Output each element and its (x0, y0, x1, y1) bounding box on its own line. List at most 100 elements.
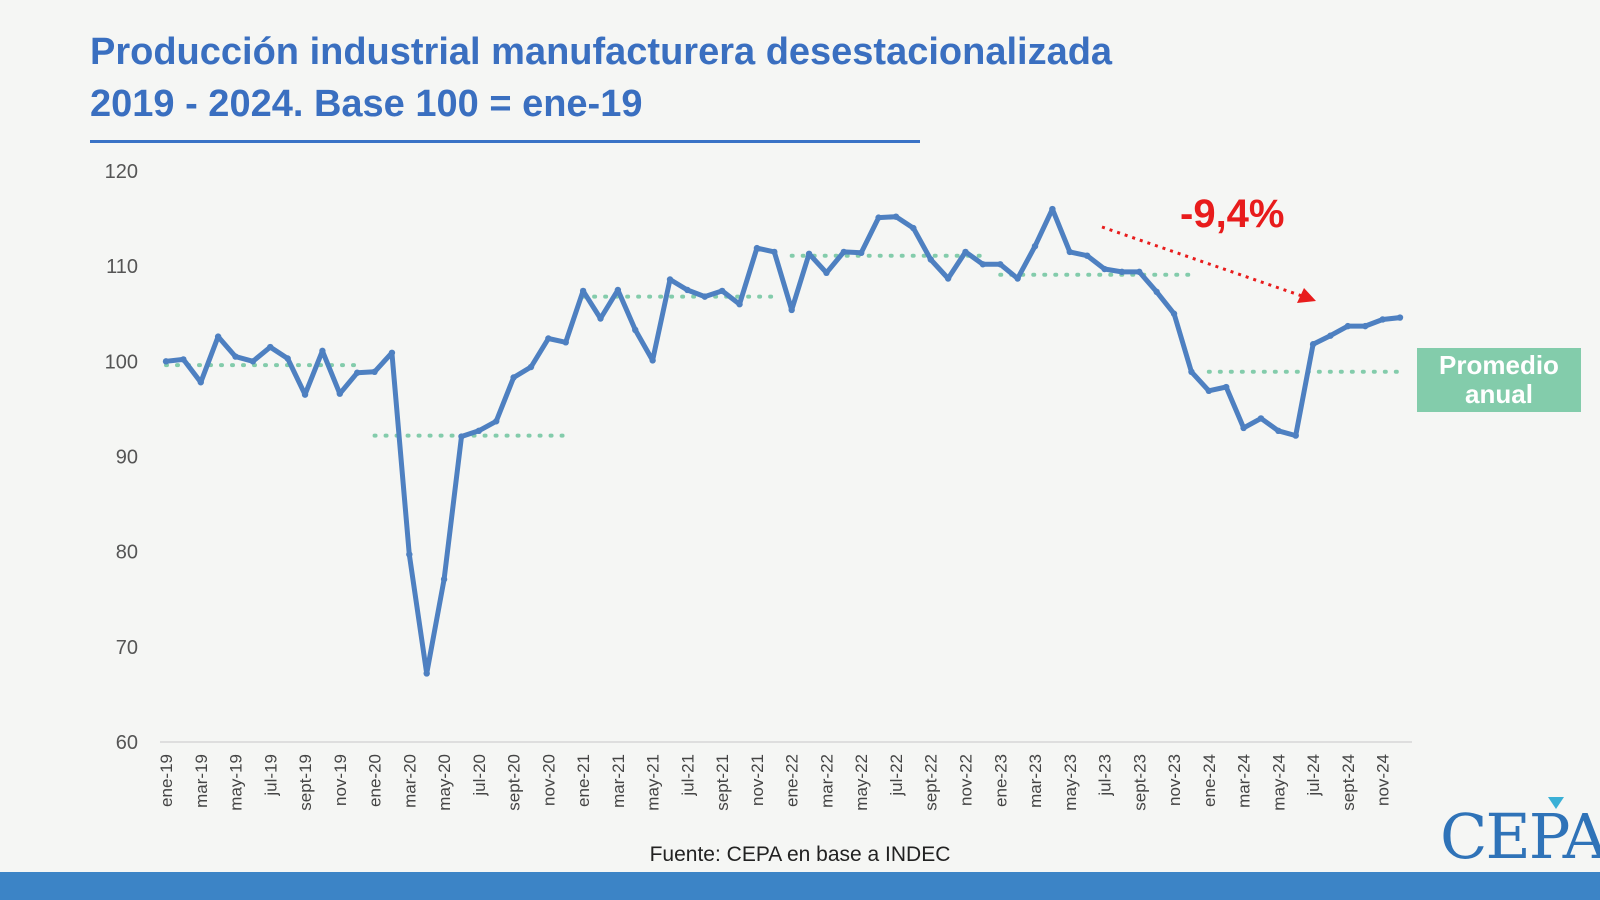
data-point (1275, 427, 1282, 435)
y-tick-label: 70 (116, 637, 138, 659)
data-point (562, 339, 569, 346)
chart-title: Producción industrial manufacturera dese… (90, 26, 1112, 130)
data-point (336, 390, 344, 397)
data-point (388, 349, 396, 356)
data-point (649, 357, 656, 364)
data-point (214, 333, 222, 340)
data-point (684, 286, 691, 294)
data-point (1118, 268, 1126, 276)
data-point (1222, 383, 1230, 391)
data-point (371, 368, 378, 376)
data-point (753, 244, 761, 252)
logo-mark-icon (1548, 797, 1564, 809)
data-point (1327, 332, 1334, 339)
data-point (1101, 265, 1108, 273)
series-line (163, 206, 1403, 676)
data-point (527, 363, 535, 371)
data-point (1396, 314, 1404, 321)
x-tick-labels: ene-19 mar-19 may-19 jul-19 sept-19 nov-19 ene… (157, 754, 1393, 811)
y-tick-labels: 60 70 80 90 100 110 120 (105, 161, 138, 754)
x-tick-label: ene-23 (991, 754, 1010, 807)
x-tick-label: mar-20 (400, 754, 419, 808)
data-point (1136, 268, 1143, 276)
data-point (1257, 415, 1265, 422)
data-point (1083, 252, 1091, 259)
data-point (423, 670, 430, 677)
source-text: Fuente: CEPA en base a INDEC (649, 843, 951, 866)
x-tick-label: may-24 (1269, 754, 1288, 811)
x-tick-label: may-21 (644, 754, 663, 811)
data-point (1188, 368, 1195, 376)
data-point (493, 418, 500, 425)
data-point (597, 315, 604, 322)
x-tick-label: jul-20 (470, 754, 489, 797)
footer-bar (0, 872, 1600, 900)
data-point (666, 276, 674, 283)
data-point (1309, 341, 1317, 348)
x-tick-label: mar-22 (817, 754, 836, 808)
x-tick-label: ene-22 (783, 754, 802, 807)
x-tick-label: nov-23 (1165, 754, 1184, 806)
data-point (840, 248, 848, 256)
x-tick-label: sept-22 (922, 754, 941, 811)
data-point (440, 576, 448, 583)
data-point (771, 248, 778, 256)
data-point (875, 214, 882, 221)
chart-title-line-1: Producción industrial manufacturera dese… (90, 31, 1113, 73)
y-tick-label: 60 (116, 732, 138, 754)
x-tick-label: jul-23 (1096, 754, 1115, 797)
y-tick-label: 110 (106, 256, 138, 278)
data-point (1344, 322, 1352, 330)
data-point (319, 347, 326, 355)
data-point (701, 293, 708, 300)
data-point (997, 261, 1004, 268)
change-label: -9,4% (1180, 192, 1285, 236)
data-point (718, 287, 726, 295)
x-tick-label: mar-24 (1235, 754, 1254, 808)
data-point (823, 269, 830, 277)
data-point (1240, 424, 1247, 432)
data-point (892, 213, 900, 220)
data-point (162, 358, 170, 365)
x-tick-label: ene-20 (366, 754, 385, 807)
data-point (545, 335, 552, 342)
data-point (614, 286, 622, 294)
x-tick-label: jul-22 (887, 754, 906, 797)
data-point (962, 248, 969, 256)
data-point (736, 301, 743, 308)
data-point (1153, 288, 1160, 296)
x-tick-label: ene-19 (157, 754, 176, 807)
chart-title-line-2: 2019 - 2024. Base 100 = ene-19 (90, 83, 643, 125)
x-tick-label: jul-19 (261, 754, 280, 797)
data-point (805, 250, 813, 257)
data-point (267, 343, 274, 351)
data-point (910, 224, 917, 232)
y-tick-label: 80 (116, 542, 138, 564)
x-tick-label: jul-21 (678, 754, 697, 797)
data-point (979, 261, 987, 268)
data-point (579, 287, 587, 295)
x-tick-label: may-19 (227, 754, 246, 811)
x-tick-label: may-22 (852, 754, 871, 811)
cepa-logo: CEPA (1440, 800, 1600, 873)
x-tick-label: nov-21 (748, 754, 767, 806)
data-point (927, 256, 934, 263)
data-point (458, 433, 465, 440)
data-point (632, 326, 639, 334)
data-point (301, 391, 309, 398)
data-point (180, 356, 187, 363)
trend-arrow-head-icon (1297, 288, 1316, 303)
data-point (249, 358, 257, 365)
x-tick-label: ene-24 (1200, 754, 1219, 807)
data-point (475, 427, 483, 435)
x-tick-label: nov-20 (539, 754, 558, 806)
x-tick-label: sept-24 (1339, 754, 1358, 811)
trend-arrow (1101, 225, 1316, 303)
x-tick-label: mar-23 (1026, 754, 1045, 808)
data-point (858, 249, 865, 257)
x-tick-label: nov-24 (1374, 754, 1393, 806)
y-tick-label: 100 (105, 351, 138, 373)
x-tick-label: mar-21 (609, 754, 628, 808)
x-tick-label: sept-21 (713, 754, 732, 811)
line-chart: 60 70 80 90 100 110 120 ene-19 mar-19 may-19 jul-… (105, 161, 1412, 811)
